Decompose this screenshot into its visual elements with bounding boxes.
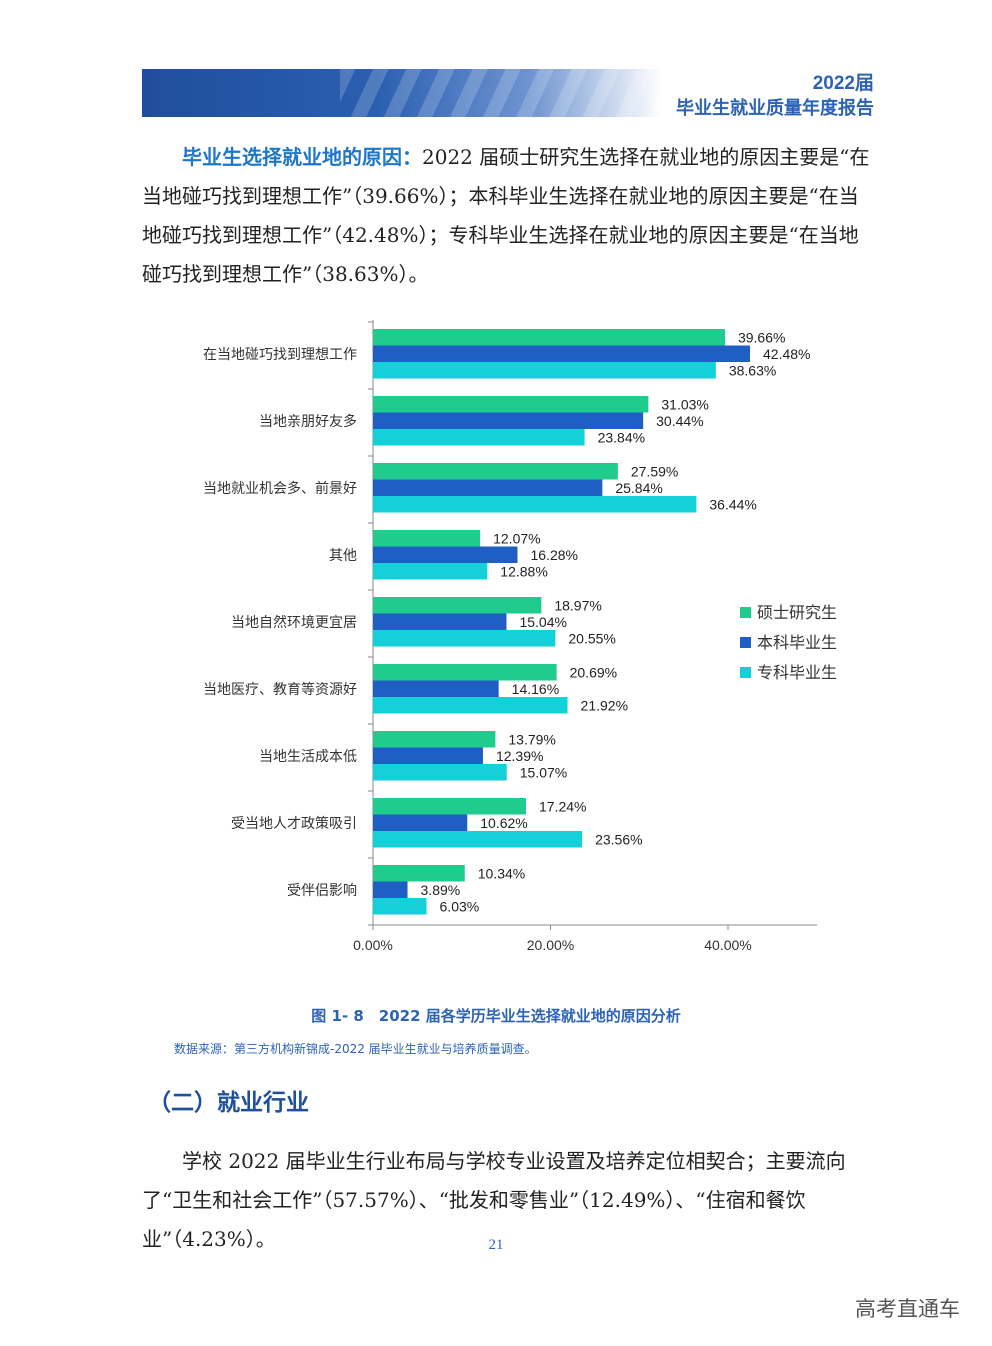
header-banner (142, 69, 662, 117)
category-label: 其他 (329, 548, 357, 564)
category-label: 当地生活成本低 (259, 749, 357, 765)
bar-value-label: 39.66% (738, 329, 785, 345)
bar-value-label: 20.69% (570, 664, 617, 680)
bar (373, 814, 468, 831)
category-label: 当地亲朋好友多 (259, 413, 357, 430)
bar-value-label: 18.97% (554, 597, 601, 613)
bar-value-label: 10.34% (478, 865, 525, 881)
section-heading: （二）就业行业 (148, 1090, 309, 1116)
category-label: 受当地人才政策吸引 (231, 815, 357, 832)
legend-label: 本科毕业生 (757, 633, 837, 652)
bar (373, 697, 568, 714)
bar (373, 530, 481, 547)
bar (373, 613, 507, 630)
header-title: 毕业生就业质量年度报告 (676, 98, 874, 119)
bar (373, 898, 427, 915)
bar-value-label: 15.07% (520, 764, 567, 780)
bar-value-label: 14.16% (512, 681, 559, 697)
bar-value-label: 6.03% (440, 898, 480, 914)
watermark: 高考直通车 (855, 1297, 960, 1321)
bar (373, 563, 488, 580)
bar (373, 630, 556, 647)
bar-value-label: 12.88% (500, 563, 547, 579)
bar-value-label: 3.89% (421, 882, 461, 898)
data-source-note: 数据来源：第三方机构新锦成-2022 届毕业生就业与培养质量调查。 (174, 1042, 537, 1056)
bar-value-label: 42.48% (763, 346, 810, 362)
bar-value-label: 20.55% (568, 630, 615, 646)
category-label: 当地医疗、教育等资源好 (203, 681, 357, 698)
intro-lead: 毕业生选择就业地的原因： (182, 145, 422, 169)
x-tick-label: 40.00% (704, 937, 751, 953)
bar (373, 764, 507, 781)
bar-value-label: 16.28% (530, 547, 577, 563)
legend-swatch (740, 637, 751, 648)
category-label: 受伴侣影响 (287, 883, 357, 899)
bar-value-label: 30.44% (656, 413, 703, 429)
bar (373, 831, 583, 848)
section-paragraph: 学校 2022 届毕业生行业布局与学校专业设置及培养定位相契合；主要流向了“卫生… (142, 1149, 846, 1251)
bar-value-label: 23.56% (595, 831, 642, 847)
bar-value-label: 38.63% (729, 362, 776, 378)
bar-value-label: 12.39% (496, 748, 543, 764)
category-label: 当地就业机会多、前景好 (203, 480, 357, 497)
bar (373, 881, 408, 898)
bar (373, 680, 499, 697)
intro-paragraph: 毕业生选择就业地的原因：2022 届硕士研究生选择在就业地的原因主要是“在当地碰… (142, 138, 877, 294)
bar-value-label: 10.62% (480, 815, 527, 831)
x-tick-label: 20.00% (527, 937, 574, 953)
bar (373, 747, 483, 764)
bar (373, 731, 496, 748)
bar-value-label: 36.44% (709, 496, 756, 512)
bar (373, 597, 542, 614)
bar-value-label: 31.03% (661, 396, 708, 412)
bar (373, 496, 697, 513)
header-banner-stripes (340, 69, 670, 117)
bar (373, 396, 649, 413)
bar (373, 865, 465, 882)
bar-value-label: 17.24% (539, 798, 586, 814)
intro-body: 2022 届硕士研究生选择在就业地的原因主要是“在当地碰巧找到理想工作”（39.… (142, 145, 870, 286)
bar-value-label: 21.92% (581, 697, 628, 713)
bar (373, 329, 725, 346)
bar (373, 479, 603, 496)
legend-swatch (740, 607, 751, 618)
bar-value-label: 15.04% (519, 614, 566, 630)
bar (373, 546, 518, 563)
figure-caption: 图 1- 8 2022 届各学历毕业生选择就业地的原因分析 (311, 1007, 681, 1025)
legend-label: 专科毕业生 (757, 663, 837, 682)
bar-value-label: 13.79% (508, 731, 555, 747)
x-tick-label: 0.00% (353, 937, 393, 953)
bar (373, 362, 716, 379)
bar (373, 412, 644, 429)
bar (373, 798, 527, 815)
bar (373, 664, 557, 681)
category-label: 在当地碰巧找到理想工作 (203, 347, 357, 363)
bar-value-label: 25.84% (615, 480, 662, 496)
bar (373, 429, 585, 446)
legend-swatch (740, 667, 751, 678)
bar-value-label: 23.84% (598, 429, 645, 445)
page-number: 21 (488, 1237, 504, 1253)
bar-value-label: 27.59% (631, 463, 678, 479)
legend-label: 硕士研究生 (757, 603, 837, 622)
bar-value-label: 12.07% (493, 530, 540, 546)
header-year: 2022届 (812, 73, 874, 94)
bar (373, 463, 618, 480)
category-label: 当地自然环境更宜居 (231, 614, 357, 631)
bar (373, 345, 751, 362)
